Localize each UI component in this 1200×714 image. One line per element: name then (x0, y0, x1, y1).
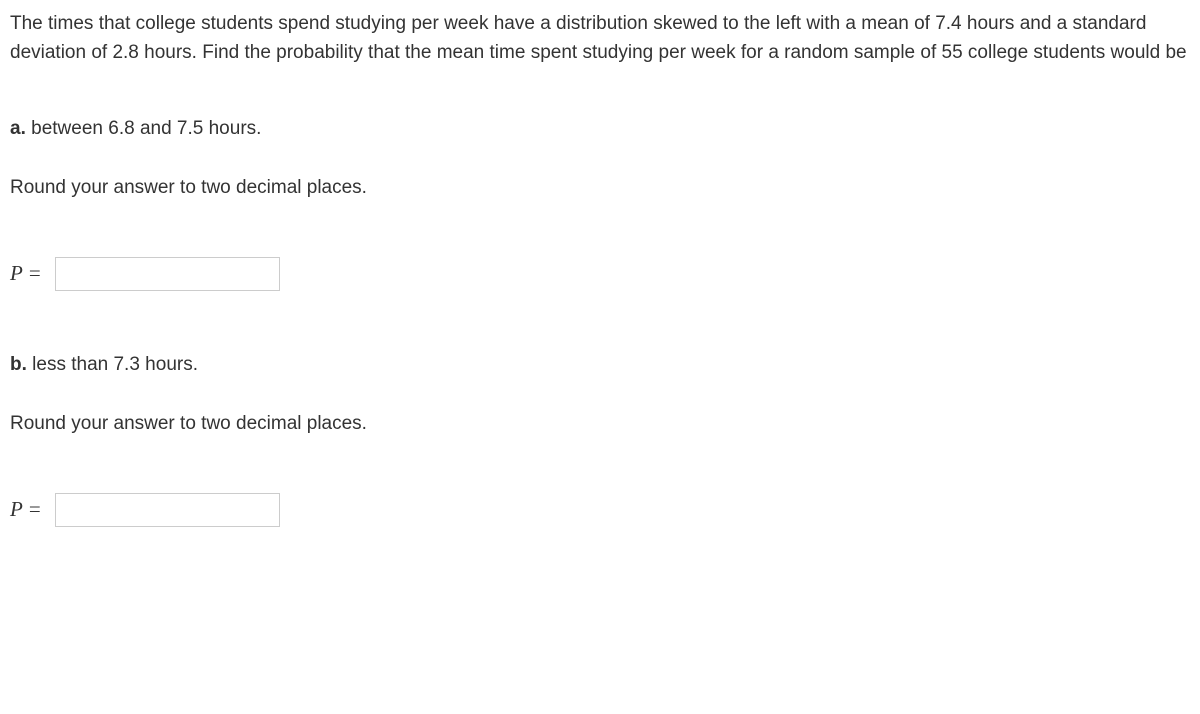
part-a-round-instruction: Round your answer to two decimal places. (10, 174, 1190, 203)
part-a-text: between 6.8 and 7.5 hours. (26, 118, 262, 139)
problem-intro: The times that college students spend st… (10, 10, 1190, 67)
part-b-answer-input[interactable] (55, 493, 280, 527)
part-a-answer-row: P = (10, 257, 1190, 291)
part-b-p-symbol: P (10, 494, 23, 526)
part-b-label: b. less than 7.3 hours. (10, 354, 198, 375)
part-b-text: less than 7.3 hours. (27, 354, 198, 375)
part-b-section: b. less than 7.3 hours. Round your answe… (10, 351, 1190, 527)
part-a-equals-symbol: = (29, 258, 41, 290)
part-b-letter: b. (10, 354, 27, 375)
part-a-p-symbol: P (10, 258, 23, 290)
part-b-answer-row: P = (10, 493, 1190, 527)
part-a-label: a. between 6.8 and 7.5 hours. (10, 118, 261, 139)
part-a-section: a. between 6.8 and 7.5 hours. Round your… (10, 115, 1190, 291)
part-a-letter: a. (10, 118, 26, 139)
part-a-answer-input[interactable] (55, 257, 280, 291)
part-b-round-instruction: Round your answer to two decimal places. (10, 410, 1190, 439)
part-b-equals-symbol: = (29, 494, 41, 526)
